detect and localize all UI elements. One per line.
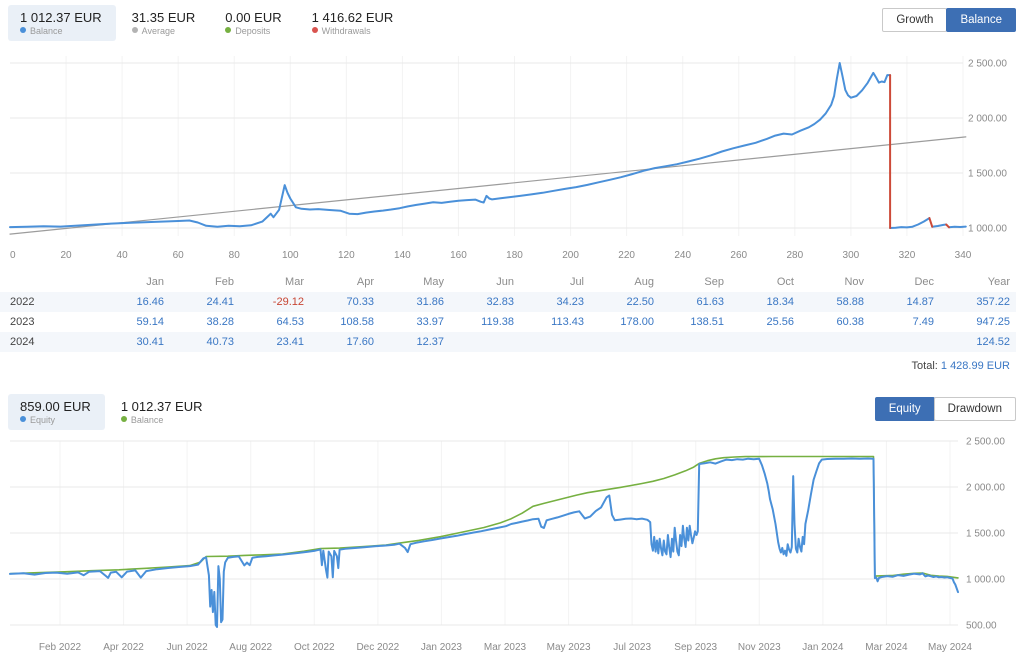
balance-value: 1 012.37 EUR bbox=[20, 10, 102, 25]
svg-text:40: 40 bbox=[117, 250, 129, 261]
svg-text:2 500.00: 2 500.00 bbox=[968, 59, 1007, 70]
svg-text:340: 340 bbox=[955, 250, 972, 261]
table-header-row: Jan Feb Mar Apr May Jun Jul Aug Sep Oct Nov Dec Year bbox=[146, 276, 1010, 288]
svg-text:May 2023: May 2023 bbox=[547, 642, 591, 653]
equity-button[interactable]: Equity bbox=[874, 397, 935, 421]
deposits-value: 0.00 EUR bbox=[225, 10, 282, 25]
svg-text:1 500.00: 1 500.00 bbox=[966, 529, 1005, 540]
stat-balance2[interactable]: 1 012.37 EUR Balance bbox=[120, 399, 203, 425]
svg-text:180: 180 bbox=[506, 250, 523, 261]
svg-text:500.00: 500.00 bbox=[966, 621, 997, 632]
table-row: 2023 59.14 38.28 64.53 108.58 33.97 119.38 113.… bbox=[10, 316, 1010, 328]
balance2-value: 1 012.37 EUR bbox=[120, 399, 203, 414]
balance-button[interactable]: Balance bbox=[946, 8, 1016, 32]
svg-text:100: 100 bbox=[282, 250, 299, 261]
gridlines bbox=[10, 56, 964, 236]
svg-text:260: 260 bbox=[730, 250, 747, 261]
svg-text:1 500.00: 1 500.00 bbox=[968, 169, 1007, 180]
stat-equity[interactable]: 859.00 EUR Equity bbox=[8, 394, 105, 430]
svg-text:Apr 2022: Apr 2022 bbox=[103, 642, 144, 653]
svg-text:0: 0 bbox=[10, 250, 16, 261]
svg-text:280: 280 bbox=[786, 250, 803, 261]
y-axis-labels: 2 500.00 2 000.00 1 500.00 1 000.00 500.00 bbox=[966, 437, 1005, 632]
withdrawals-dot-icon bbox=[311, 27, 318, 33]
svg-text:Jan 2024: Jan 2024 bbox=[802, 642, 844, 653]
svg-text:Aug 2022: Aug 2022 bbox=[229, 642, 272, 653]
svg-text:60: 60 bbox=[173, 250, 185, 261]
monthly-results-table[interactable]: Jan Feb Mar Apr May Jun Jul Aug Sep Oct Nov Dec Year… bbox=[0, 272, 1016, 352]
stat-deposits[interactable]: 0.00 EUR Deposits bbox=[225, 10, 282, 36]
growth-balance-toggle: Growth Balance bbox=[882, 8, 1016, 32]
svg-text:300: 300 bbox=[843, 250, 860, 261]
svg-text:Jul 2023: Jul 2023 bbox=[613, 642, 651, 653]
svg-text:Nov 2023: Nov 2023 bbox=[738, 642, 781, 653]
table-row: 2022 16.46 24.41 -29.12 70.33 31.86 32.83 34.23… bbox=[0, 292, 1016, 312]
stat-balance[interactable]: 1 012.37 EUR Balance bbox=[8, 5, 116, 41]
total-label: Total: bbox=[911, 360, 938, 372]
svg-text:20: 20 bbox=[60, 250, 72, 261]
series-average-trend bbox=[9, 136, 967, 235]
average-value: 31.35 EUR bbox=[131, 10, 196, 25]
svg-text:200: 200 bbox=[562, 250, 579, 261]
balance-chart-header: 1 012.37 EUR Balance 31.35 EUR Average 0… bbox=[8, 5, 1016, 41]
stat-withdrawals[interactable]: 1 416.62 EUR Withdrawals bbox=[311, 10, 394, 36]
svg-text:Feb 2022: Feb 2022 bbox=[39, 642, 82, 653]
svg-text:220: 220 bbox=[618, 250, 635, 261]
svg-text:160: 160 bbox=[450, 250, 467, 261]
series-withdrawals bbox=[889, 74, 950, 229]
equity-chart-header: 859.00 EUR Equity 1 012.37 EUR Balance E… bbox=[8, 394, 1016, 430]
svg-text:1 000.00: 1 000.00 bbox=[968, 224, 1007, 235]
equity-dot-icon bbox=[20, 416, 26, 422]
table-row: 2024 30.41 40.73 23.41 17.60 12.37 124.52 bbox=[0, 332, 1016, 352]
x-axis-labels: 0 20 40 60 80 100 120 140 160 180 200 220 240 260 280 3… bbox=[10, 250, 972, 261]
deposits-dot-icon bbox=[225, 27, 232, 33]
series-equity bbox=[9, 457, 959, 628]
x-axis-labels: Feb 2022 Apr 2022 Jun 2022 Aug 2022 Oct 2022… bbox=[39, 642, 973, 653]
svg-text:2 000.00: 2 000.00 bbox=[966, 483, 1005, 494]
drawdown-button[interactable]: Drawdown bbox=[933, 397, 1016, 421]
svg-text:Jun 2022: Jun 2022 bbox=[167, 642, 209, 653]
svg-text:Mar 2024: Mar 2024 bbox=[865, 642, 908, 653]
svg-text:80: 80 bbox=[229, 250, 241, 261]
equity-drawdown-toggle: Equity Drawdown bbox=[874, 397, 1016, 421]
balance-dot-icon bbox=[20, 27, 26, 33]
equity-chart[interactable]: 2 500.00 2 000.00 1 500.00 1 000.00 500.00 Fe… bbox=[0, 428, 1024, 668]
svg-text:320: 320 bbox=[899, 250, 916, 261]
balance-chart[interactable]: 2 500.00 2 000.00 1 500.00 1 000.00 0 20 40 60 8… bbox=[0, 40, 1024, 270]
svg-text:Jan 2023: Jan 2023 bbox=[421, 642, 463, 653]
svg-text:Oct 2022: Oct 2022 bbox=[294, 642, 335, 653]
withdrawals-value: 1 416.62 EUR bbox=[311, 10, 394, 25]
svg-text:240: 240 bbox=[674, 250, 691, 261]
svg-text:2 000.00: 2 000.00 bbox=[968, 114, 1007, 125]
svg-text:Dec 2022: Dec 2022 bbox=[356, 642, 399, 653]
stat-average[interactable]: 31.35 EUR Average bbox=[131, 10, 196, 36]
svg-text:2 500.00: 2 500.00 bbox=[966, 437, 1005, 448]
total-value: 1 428.99 EUR bbox=[940, 360, 1010, 372]
svg-text:May 2024: May 2024 bbox=[928, 642, 972, 653]
total-row: Total: 1 428.99 EUR bbox=[912, 360, 1010, 372]
y-axis-labels: 2 500.00 2 000.00 1 500.00 1 000.00 bbox=[968, 59, 1007, 235]
average-dot-icon bbox=[131, 27, 138, 33]
svg-text:1 000.00: 1 000.00 bbox=[966, 575, 1005, 586]
svg-text:Mar 2023: Mar 2023 bbox=[484, 642, 527, 653]
svg-text:140: 140 bbox=[394, 250, 411, 261]
gridlines bbox=[10, 440, 958, 626]
svg-text:120: 120 bbox=[338, 250, 355, 261]
growth-button[interactable]: Growth bbox=[882, 8, 948, 32]
svg-text:Sep 2023: Sep 2023 bbox=[674, 642, 717, 653]
equity-value: 859.00 EUR bbox=[20, 399, 91, 414]
series-balance bbox=[9, 62, 967, 229]
balance2-dot-icon bbox=[120, 416, 127, 422]
